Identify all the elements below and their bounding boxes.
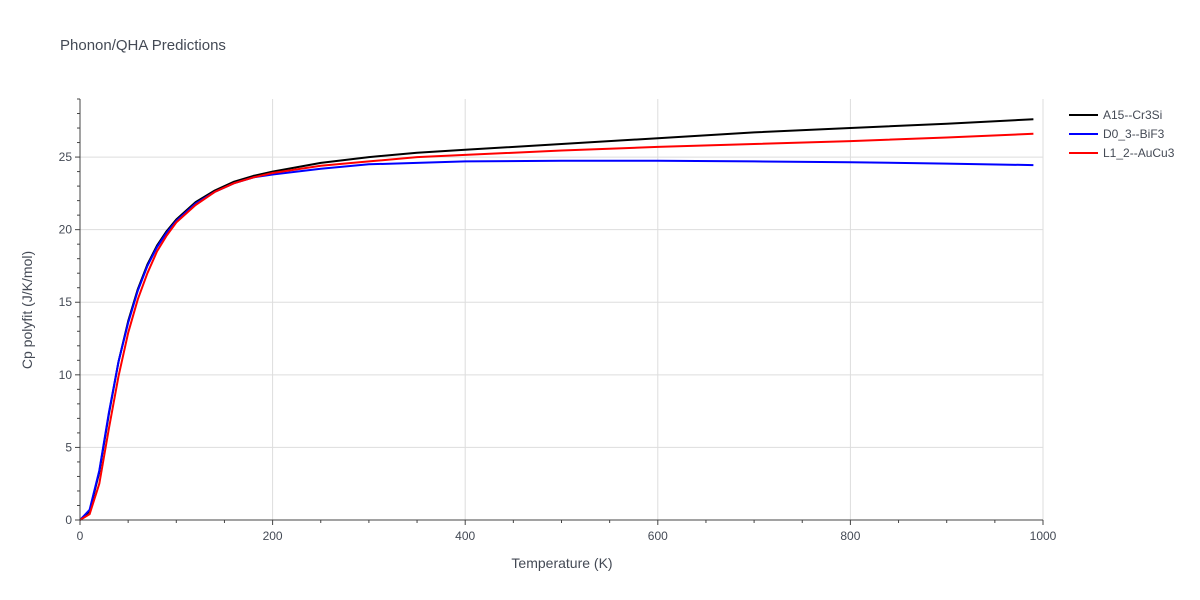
plot-area[interactable] [79, 118, 1034, 521]
y-tick-label: 20 [59, 223, 73, 237]
y-tick-label: 25 [59, 150, 73, 164]
x-tick-label: 400 [455, 529, 475, 543]
y-tick-label: 5 [65, 440, 72, 454]
x-tick-label: 600 [648, 529, 668, 543]
series-line[interactable] [79, 132, 1034, 521]
x-tick-label: 0 [77, 529, 84, 543]
axes: 0 5 10 15 20 25 0 200 400 600 800 1000 [59, 98, 1057, 543]
chart-title: Phonon/QHA Predictions [60, 37, 226, 54]
legend-label: L1_2--AuCu3 [1103, 146, 1175, 160]
x-tick-label: 800 [840, 529, 860, 543]
legend[interactable]: A15--Cr3Si D0_3--BiF3 L1_2--AuCu3 [1069, 108, 1175, 160]
legend-item[interactable]: L1_2--AuCu3 [1069, 146, 1175, 160]
series-line[interactable] [79, 118, 1034, 521]
legend-item[interactable]: A15--Cr3Si [1069, 108, 1162, 122]
x-tick-label: 1000 [1030, 529, 1057, 543]
legend-label: D0_3--BiF3 [1103, 127, 1165, 141]
grid-lines [80, 99, 1044, 520]
y-tick-label: 15 [59, 295, 73, 309]
y-tick-label: 0 [65, 513, 72, 527]
legend-label: A15--Cr3Si [1103, 108, 1162, 122]
y-axis-title: Cp polyfit (J/K/mol) [19, 251, 35, 369]
x-tick-label: 200 [263, 529, 283, 543]
y-tick-label: 10 [59, 368, 73, 382]
legend-item[interactable]: D0_3--BiF3 [1069, 127, 1165, 141]
x-axis-title: Temperature (K) [511, 555, 612, 571]
series-line[interactable] [79, 159, 1034, 521]
